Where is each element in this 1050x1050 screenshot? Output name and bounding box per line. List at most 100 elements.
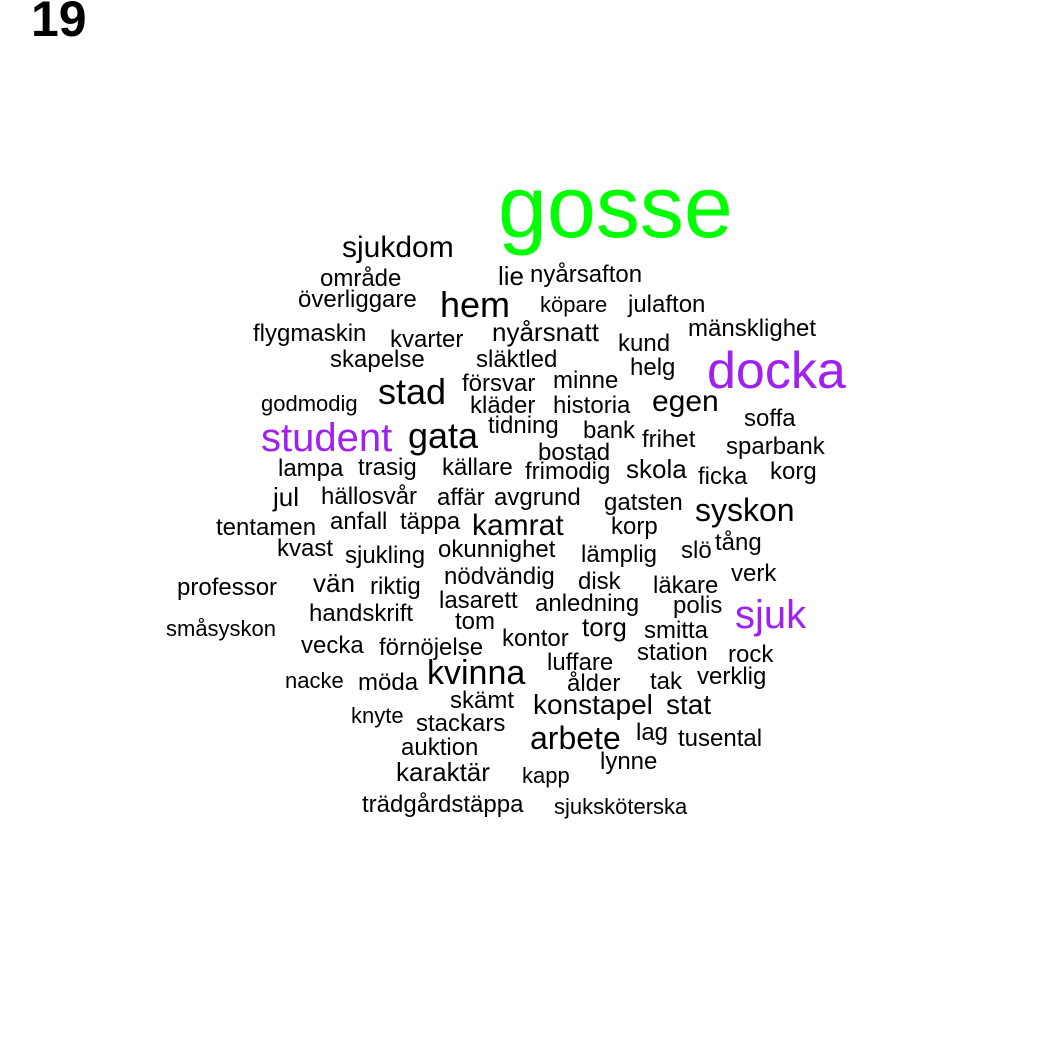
cloud-word: anledning: [535, 590, 640, 617]
cloud-word: kvinna: [427, 654, 526, 692]
cloud-word: handskrift: [309, 600, 414, 627]
cloud-word: flygmaskin: [253, 320, 367, 347]
cloud-word: stat: [666, 689, 712, 720]
cloud-word: kläder: [470, 392, 536, 419]
cloud-word: skola: [626, 454, 687, 484]
cloud-word: kapp: [522, 763, 570, 788]
cloud-word: auktion: [401, 734, 479, 761]
cloud-word: station: [637, 639, 708, 666]
cloud-word: källare: [442, 454, 513, 481]
cloud-word: möda: [358, 669, 419, 696]
cloud-word: kamrat: [472, 509, 564, 542]
cloud-word: frihet: [642, 426, 696, 453]
cloud-word: sjukling: [345, 542, 426, 569]
cloud-word: professor: [177, 574, 278, 601]
cloud-word: jul: [273, 482, 300, 512]
cloud-word: minne: [553, 367, 619, 394]
cloud-word: kontor: [502, 625, 569, 652]
cloud-word: lynne: [600, 748, 658, 775]
page-number: 19: [31, 0, 87, 47]
cloud-word: helg: [630, 354, 676, 381]
cloud-word: sjukdom: [342, 231, 454, 264]
cloud-word: verk: [731, 560, 777, 587]
cloud-word: gatsten: [604, 489, 683, 516]
cloud-word: korg: [770, 458, 817, 485]
cloud-word: lämplig: [581, 541, 658, 568]
cloud-word: historia: [553, 392, 631, 419]
cloud-word: släktled: [476, 346, 558, 373]
cloud-word: skapelse: [330, 346, 425, 373]
cloud-word: gata: [408, 415, 479, 456]
cloud-word: kund: [618, 330, 671, 357]
cloud-word: soffa: [744, 405, 796, 432]
cloud-word: luffare: [547, 649, 614, 676]
cloud-word: förnöjelse: [379, 634, 484, 661]
cloud-word: julafton: [628, 291, 706, 318]
cloud-word: lie: [498, 261, 525, 291]
cloud-word: trasig: [358, 454, 417, 481]
cloud-word: läkare: [653, 572, 719, 599]
cloud-word: affär: [437, 484, 485, 511]
cloud-word: trädgårdstäppa: [362, 791, 524, 818]
cloud-word: konstapel: [533, 689, 653, 720]
cloud-word: kvast: [277, 535, 334, 562]
cloud-word: stad: [378, 371, 447, 412]
cloud-word: nyårsnatt: [492, 317, 599, 347]
cloud-word: docka: [707, 342, 846, 400]
cloud-word: nödvändig: [444, 563, 555, 590]
cloud-word: tång: [715, 529, 762, 556]
cloud-word: ficka: [698, 463, 748, 490]
cloud-word: anfall: [330, 508, 388, 535]
cloud-word: lasarett: [439, 587, 518, 614]
cloud-word: korp: [611, 513, 658, 540]
cloud-word: ålder: [567, 670, 621, 697]
cloud-word: tak: [650, 668, 683, 695]
cloud-word: nacke: [285, 668, 344, 693]
cloud-word: stackars: [416, 710, 506, 737]
cloud-word: knyte: [351, 703, 404, 728]
cloud-word: student: [261, 416, 393, 460]
cloud-word: sjuksköterska: [554, 794, 688, 819]
cloud-word: lag: [636, 719, 669, 746]
cloud-word: tidning: [488, 412, 559, 439]
cloud-word: syskon: [695, 492, 795, 528]
cloud-word: disk: [578, 568, 621, 595]
cloud-word: nyårsafton: [530, 261, 643, 288]
cloud-word: överliggare: [298, 286, 417, 313]
cloud-word: köpare: [540, 292, 608, 317]
cloud-word: verklig: [697, 663, 767, 690]
cloud-word: täppa: [400, 508, 461, 535]
cloud-word: frimodig: [525, 458, 611, 485]
cloud-word: tusental: [678, 725, 763, 752]
cloud-word: försvar: [462, 370, 536, 397]
cloud-word: tentamen: [216, 514, 317, 541]
cloud-word: sjuk: [735, 593, 807, 637]
cloud-word: skämt: [450, 687, 515, 714]
cloud-word: hem: [440, 284, 511, 325]
cloud-word: vän: [313, 568, 355, 598]
cloud-word: rock: [728, 641, 774, 668]
cloud-word: godmodig: [261, 391, 358, 416]
cloud-word: gosse: [498, 157, 733, 256]
cloud-word: bank: [583, 417, 636, 444]
cloud-word: sparbank: [726, 433, 825, 460]
cloud-word: småsyskon: [166, 616, 277, 641]
cloud-word: okunnighet: [438, 536, 556, 563]
cloud-word: karaktär: [396, 757, 490, 787]
cloud-word: slö: [681, 537, 712, 564]
cloud-word: riktig: [370, 573, 421, 600]
cloud-word: hällosvår: [321, 483, 418, 510]
cloud-word: smitta: [644, 617, 709, 644]
cloud-word: mänsklighet: [688, 315, 817, 342]
cloud-word: bostad: [538, 439, 611, 466]
cloud-word: lampa: [278, 455, 344, 482]
cloud-word: polis: [673, 592, 723, 619]
cloud-word: område: [320, 265, 402, 292]
cloud-word: kvarter: [390, 326, 464, 353]
cloud-word: egen: [652, 385, 719, 418]
cloud-word: vecka: [301, 632, 364, 659]
cloud-word: arbete: [530, 720, 621, 756]
cloud-word: avgrund: [494, 484, 581, 511]
cloud-word: tom: [455, 608, 496, 635]
